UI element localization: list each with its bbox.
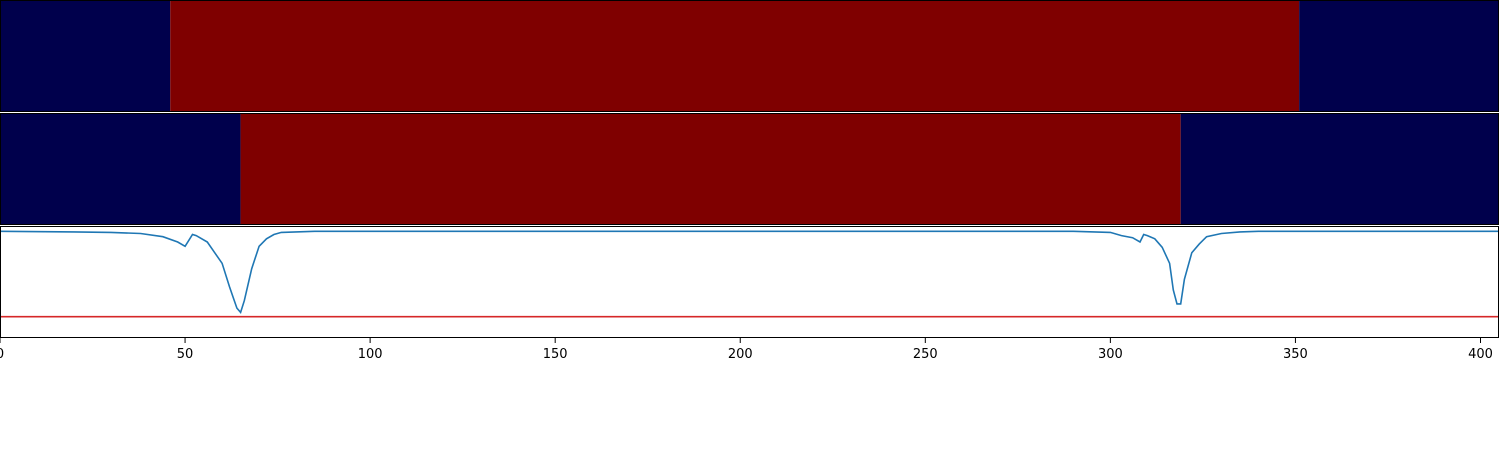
- heatmap-frame: [0, 0, 1499, 112]
- x-tick-label: 150: [543, 347, 568, 362]
- signal-line: [0, 230, 1499, 315]
- line-panel-frame: [0, 226, 1499, 338]
- x-tick-label: 400: [1468, 347, 1493, 362]
- heatmap-frame: [0, 113, 1499, 225]
- heatmap-segment: [1180, 113, 1499, 225]
- x-tick-label: 0: [0, 347, 4, 362]
- x-tick-label: 50: [177, 347, 194, 362]
- x-tick-label: 200: [728, 347, 753, 362]
- x-tick-label: 100: [358, 347, 383, 362]
- x-axis: 0 50 100 150 200 250 300 350 400: [0, 338, 1493, 362]
- x-tick-label: 300: [1098, 347, 1123, 362]
- x-tick-label: 250: [913, 347, 938, 362]
- x-tick-label: 350: [1283, 347, 1308, 362]
- middle-heatmap-band: [0, 113, 1499, 225]
- heatmap-segment: [0, 0, 171, 112]
- line-plot-panel: [0, 226, 1499, 338]
- heatmap-segment: [240, 113, 1181, 225]
- top-heatmap-band: [0, 0, 1499, 112]
- heatmap-segment: [170, 0, 1300, 112]
- heatmap-segment: [1299, 0, 1499, 112]
- heatmap-segment: [0, 113, 241, 225]
